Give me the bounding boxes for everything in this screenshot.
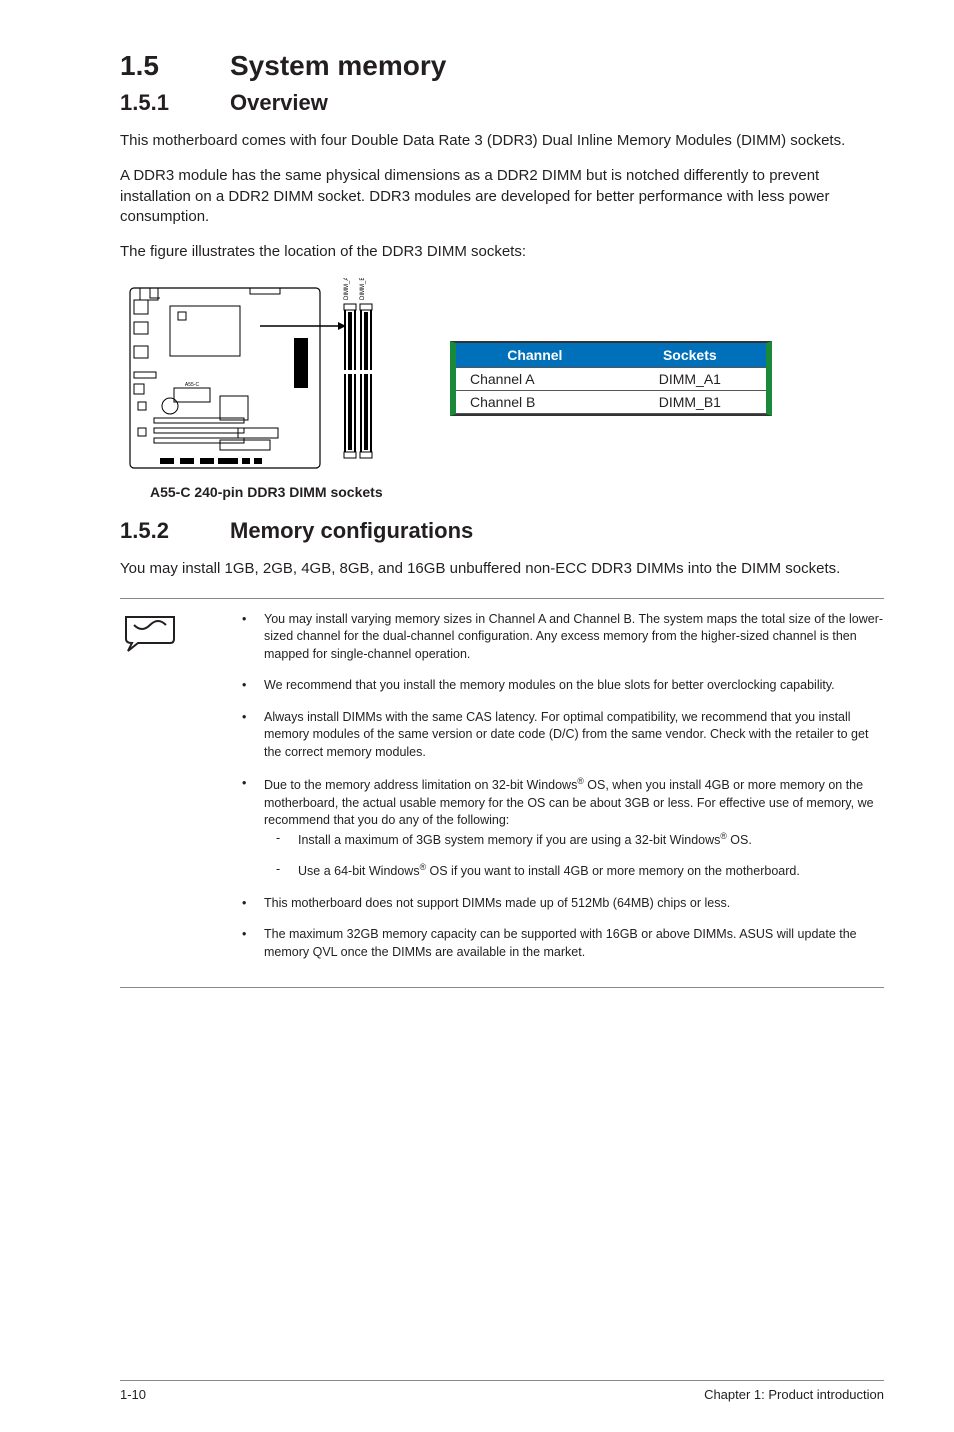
- table-row: Channel B DIMM_B1: [456, 390, 766, 413]
- table-cell-socket: DIMM_A1: [614, 367, 766, 390]
- table-row: Channel A DIMM_A1: [456, 367, 766, 390]
- figure-row: A55-C: [120, 278, 884, 478]
- table-cell-channel: Channel B: [456, 390, 614, 413]
- note-block: You may install varying memory sizes in …: [120, 598, 884, 989]
- note-sub-item: Install a maximum of 3GB system memory i…: [264, 830, 884, 850]
- subsection-title: Memory configurations: [230, 518, 473, 544]
- note-item: We recommend that you install the memory…: [230, 677, 884, 695]
- note-item: You may install varying memory sizes in …: [230, 611, 884, 664]
- subsection-memconfig-heading: 1.5.2 Memory configurations: [120, 518, 884, 544]
- motherboard-diagram: A55-C: [120, 278, 390, 478]
- table-cell-socket: DIMM_B1: [614, 390, 766, 413]
- section-number: 1.5: [120, 50, 230, 82]
- memconfig-intro: You may install 1GB, 2GB, 4GB, 8GB, and …: [120, 559, 884, 579]
- subsection-number: 1.5.2: [120, 518, 230, 544]
- subsection-number: 1.5.1: [120, 90, 230, 116]
- note-icon: [120, 611, 180, 655]
- page-footer: 1-10 Chapter 1: Product introduction: [120, 1380, 884, 1402]
- note-content: You may install varying memory sizes in …: [230, 611, 884, 976]
- table-header-channel: Channel: [456, 343, 614, 368]
- subsection-title: Overview: [230, 90, 328, 116]
- section-heading: 1.5 System memory: [120, 50, 884, 82]
- board-label-text: A55-C: [185, 382, 200, 388]
- note-item: This motherboard does not support DIMMs …: [230, 895, 884, 913]
- socket-table-container: Channel Sockets Channel A DIMM_A1 Channe…: [450, 341, 772, 416]
- note-icon-column: [120, 611, 230, 976]
- note-item: Due to the memory address limitation on …: [230, 775, 884, 881]
- dimm-label-b1: DIMM_B1: [360, 278, 366, 300]
- figure-caption: A55-C 240-pin DDR3 DIMM sockets: [150, 484, 884, 500]
- subsection-overview-heading: 1.5.1 Overview: [120, 90, 884, 116]
- table-cell-channel: Channel A: [456, 367, 614, 390]
- section-title: System memory: [230, 50, 446, 82]
- note-item: The maximum 32GB memory capacity can be …: [230, 926, 884, 961]
- overview-paragraph-2: A DDR3 module has the same physical dime…: [120, 166, 884, 227]
- note-sub-item: Use a 64-bit Windows® OS if you want to …: [264, 861, 884, 881]
- footer-chapter: Chapter 1: Product introduction: [704, 1387, 884, 1402]
- socket-table: Channel Sockets Channel A DIMM_A1 Channe…: [456, 343, 766, 414]
- overview-paragraph-1: This motherboard comes with four Double …: [120, 131, 884, 151]
- note-item: Always install DIMMs with the same CAS l…: [230, 709, 884, 762]
- table-header-sockets: Sockets: [614, 343, 766, 368]
- dimm-label-a1: DIMM_A1: [344, 278, 350, 300]
- overview-paragraph-3: The figure illustrates the location of t…: [120, 242, 884, 262]
- footer-page-number: 1-10: [120, 1387, 146, 1402]
